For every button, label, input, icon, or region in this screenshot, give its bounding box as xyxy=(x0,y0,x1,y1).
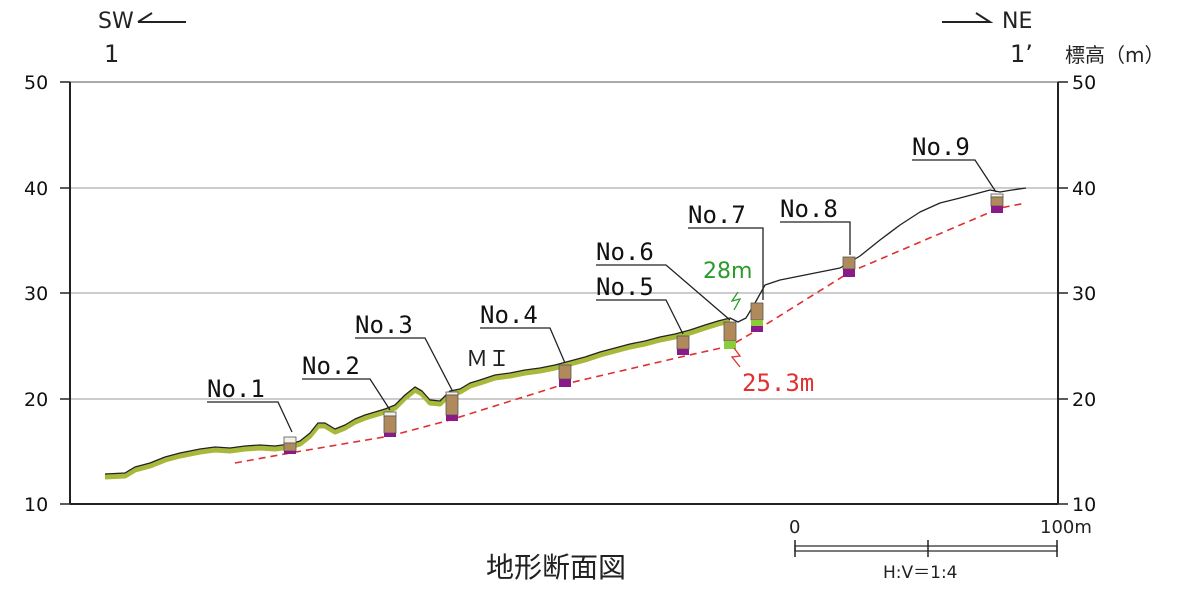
slip-surface-line xyxy=(234,202,1027,464)
arrow-right-icon xyxy=(942,12,994,23)
plot-frame xyxy=(69,81,1059,505)
borehole-no-1 xyxy=(283,436,297,454)
axis-unit-label: 標高（m） xyxy=(1065,43,1164,67)
borehole-label-no-8: No.8 xyxy=(780,195,838,223)
landslide-block-label: ＭＩ xyxy=(466,347,510,372)
borehole-label-no-5: No.5 xyxy=(596,273,654,301)
y-axis-left: 50 40 30 20 10 xyxy=(24,72,70,516)
y-tick-right: 20 xyxy=(1072,389,1096,411)
y-tick-right: 30 xyxy=(1072,283,1096,305)
scale-bar-end: 100m xyxy=(1040,517,1092,538)
y-axis-right: 50 40 30 20 10 xyxy=(1058,72,1096,516)
scale-ratio: H:V＝1:4 xyxy=(883,563,958,583)
borehole-no-7 xyxy=(750,302,764,332)
borehole-label-no-2: No.2 xyxy=(302,352,360,380)
borehole-no-9 xyxy=(990,193,1004,213)
annotation-depth-upper: 28m xyxy=(703,259,752,284)
y-tick-left: 50 xyxy=(24,72,48,94)
annotation-depth-lower: 25.3m xyxy=(742,369,814,397)
y-tick-right: 40 xyxy=(1072,178,1096,200)
ground-profile-band xyxy=(104,318,731,480)
borehole-no-3 xyxy=(445,391,459,421)
borehole-label-no-1: No.1 xyxy=(207,375,265,403)
diagram-title: 地形断面図 xyxy=(486,551,626,584)
section-mark-right: 1’ xyxy=(1010,40,1033,68)
borehole-no-8 xyxy=(842,256,856,277)
borehole-no-5 xyxy=(676,335,690,355)
zigzag-pointer-icon xyxy=(730,291,742,311)
direction-right-label: NE xyxy=(1002,9,1032,34)
ground-profile-line xyxy=(104,187,1027,475)
y-tick-left: 10 xyxy=(24,494,48,516)
borehole-label-no-7: No.7 xyxy=(688,201,746,229)
y-tick-right: 50 xyxy=(1072,72,1096,94)
borehole-label-no-4: No.4 xyxy=(480,301,538,329)
direction-left-label: SW xyxy=(98,9,134,34)
borehole-columns xyxy=(283,193,1004,454)
borehole-no-4 xyxy=(558,364,572,387)
borehole-label-no-3: No.3 xyxy=(355,311,413,339)
zigzag-pointer-icon xyxy=(730,347,742,368)
borehole-label-no-6: No.6 xyxy=(596,238,654,266)
y-tick-left: 40 xyxy=(24,178,48,200)
section-mark-left: 1 xyxy=(104,40,119,68)
borehole-no-6 xyxy=(723,321,737,349)
arrow-left-icon xyxy=(137,12,186,23)
borehole-label-no-9: No.9 xyxy=(912,133,970,161)
y-tick-left: 20 xyxy=(24,389,48,411)
scale-bar-start: 0 xyxy=(789,517,800,538)
scale-bar: 0 100m H:V＝1:4 xyxy=(789,517,1092,583)
borehole-no-2 xyxy=(383,411,397,437)
y-tick-right: 10 xyxy=(1072,494,1096,516)
y-tick-left: 30 xyxy=(24,283,48,305)
borehole-labels: No.1 No.2 No.3 No.4 No.6 No.5 No.7 No.8 … xyxy=(207,133,997,433)
